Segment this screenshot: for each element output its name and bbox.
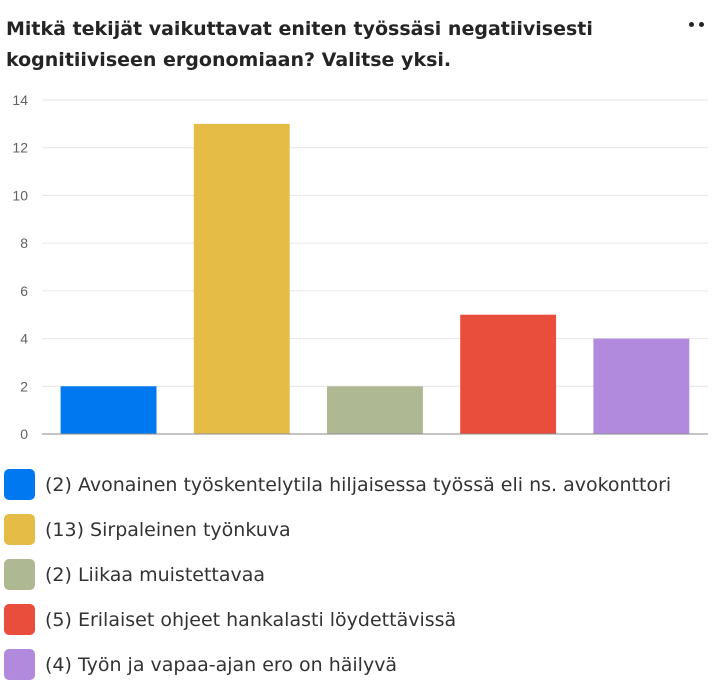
y-tick-label: 2 [20,378,28,394]
bar[interactable] [327,386,423,434]
y-tick-label: 8 [20,235,28,251]
y-tick-label: 0 [20,426,28,442]
bar[interactable] [60,386,157,434]
y-tick-label: 14 [12,92,28,108]
bar[interactable] [460,314,557,434]
bars [60,123,690,435]
y-tick-label: 12 [12,140,28,156]
legend-item[interactable]: (2) Avonainen työskentelytila hiljaisess… [4,462,704,507]
bar-chart: 0 2 4 6 8 10 12 14 [0,86,713,451]
legend-item[interactable]: (5) Erilaiset ohjeet hankalasti löydettä… [4,597,704,642]
bar-chart-svg: 0 2 4 6 8 10 12 14 [12,92,708,442]
legend-label: (2) Liikaa muistettavaa [45,563,266,586]
legend-label: (4) Työn ja vapaa-ajan ero on häilyvä [45,653,398,676]
legend-item[interactable]: (4) Työn ja vapaa-ajan ero on häilyvä [4,642,704,687]
y-tick-label: 6 [20,283,28,299]
y-tick-label: 10 [12,187,28,203]
more-options-icon[interactable] [688,22,708,30]
legend-item[interactable]: (13) Sirpaleinen työnkuva [4,507,704,552]
legend-swatch [4,604,35,635]
legend-label: (13) Sirpaleinen työnkuva [45,518,291,541]
bar[interactable] [193,123,290,435]
legend: (2) Avonainen työskentelytila hiljaisess… [4,462,704,687]
legend-label: (5) Erilaiset ohjeet hankalasti löydettä… [45,608,457,631]
legend-label: (2) Avonainen työskentelytila hiljaisess… [45,473,672,496]
chart-title: Mitkä tekijät vaikuttavat eniten työssäs… [6,18,593,71]
legend-swatch [4,649,35,680]
grid-lines [42,99,708,387]
y-axis-tick-labels: 0 2 4 6 8 10 12 14 [12,92,28,442]
y-tick-label: 4 [20,331,28,347]
legend-swatch [4,559,35,590]
legend-item[interactable]: (2) Liikaa muistettavaa [4,552,704,597]
bar[interactable] [593,338,690,434]
legend-swatch [4,514,35,545]
legend-swatch [4,469,35,500]
